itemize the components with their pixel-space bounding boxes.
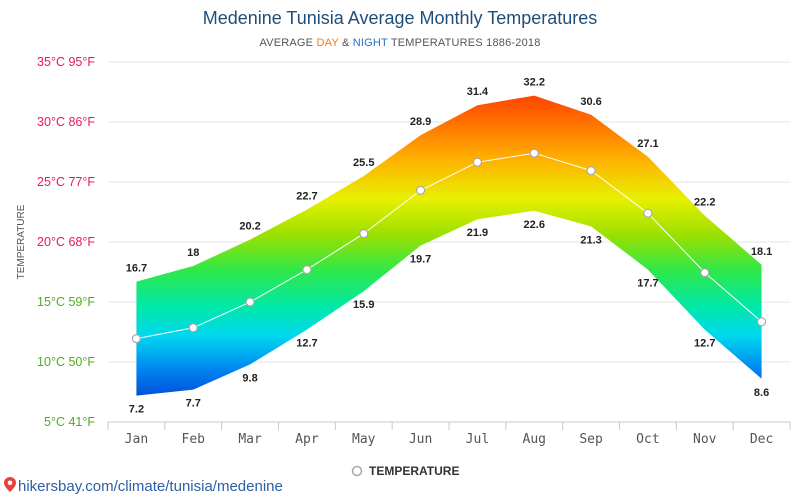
night-value-label: 19.7 xyxy=(410,254,431,266)
x-tick-label: Sep xyxy=(579,432,603,447)
x-tick-label: Feb xyxy=(182,432,206,447)
y-tick-label: 30°C 86°F xyxy=(37,115,95,129)
legend-label: TEMPERATURE xyxy=(369,464,459,478)
night-value-label: 21.9 xyxy=(467,227,488,239)
x-tick-label: Jun xyxy=(409,432,432,447)
temperature-point xyxy=(359,229,369,239)
subtitle-suffix: TEMPERATURES 1886-2018 xyxy=(387,37,541,49)
night-value-label: 8.6 xyxy=(754,387,769,399)
x-tick-label: Nov xyxy=(693,432,717,447)
footer-link[interactable]: hikersbay.com/climate/tunisia/medenine xyxy=(4,477,283,496)
y-tick-label: 35°C 95°F xyxy=(37,55,95,69)
temperature-point xyxy=(245,297,255,307)
temperature-point xyxy=(756,317,767,327)
subtitle-day: DAY xyxy=(316,37,339,49)
day-value-label: 22.7 xyxy=(296,191,317,203)
subtitle-prefix: AVERAGE xyxy=(259,37,317,49)
subtitle-mid: & xyxy=(338,37,353,49)
subtitle-night: NIGHT xyxy=(352,37,388,49)
temperature-point xyxy=(586,166,596,176)
temperature-point xyxy=(700,268,710,278)
x-tick-label: Aug xyxy=(523,432,546,447)
night-value-label: 7.7 xyxy=(186,398,201,410)
night-value-label: 17.7 xyxy=(637,278,658,290)
night-value-label: 22.6 xyxy=(524,219,545,231)
chart-subtitle: AVERAGE DAY & NIGHT TEMPERATURES 1886-20… xyxy=(0,37,800,49)
temperature-point xyxy=(415,185,426,195)
y-tick-label: 25°C 77°F xyxy=(37,175,95,189)
night-value-label: 12.7 xyxy=(694,338,715,350)
axes: 35°C 95°F 30°C 86°F 25°C 77°F 20°C 68°F 15°C… xyxy=(16,55,791,447)
day-value-label: 18 xyxy=(187,247,199,259)
x-tick-label: Mar xyxy=(238,432,262,447)
temperature-point xyxy=(131,334,142,344)
day-value-label: 18.1 xyxy=(751,246,772,258)
day-value-label: 25.5 xyxy=(353,157,374,169)
y-tick-label: 10°C 50°F xyxy=(37,355,95,369)
x-tick-label: May xyxy=(352,432,376,447)
night-value-label: 9.8 xyxy=(242,372,257,384)
x-tick-label: Oct xyxy=(636,432,659,447)
legend-marker xyxy=(351,465,363,477)
day-value-label: 32.2 xyxy=(524,77,545,89)
temperature-line xyxy=(136,152,762,340)
temperature-range-area xyxy=(136,95,762,396)
temperature-point xyxy=(643,208,653,218)
x-tick-label: Jul xyxy=(466,432,489,447)
day-night-range xyxy=(136,95,762,396)
x-tick-label: Jan xyxy=(125,432,148,447)
day-value-label: 27.1 xyxy=(637,138,658,150)
night-value-label: 12.7 xyxy=(296,338,317,350)
data-labels: 16.7 18 20.2 22.7 25.5 28.9 31.4 32.2 30.6 27.1 22… xyxy=(126,77,773,416)
y-tick-label: 5°C 41°F xyxy=(44,415,95,429)
night-value-label: 15.9 xyxy=(353,299,374,311)
day-value-label: 20.2 xyxy=(239,221,260,233)
night-value-label: 7.2 xyxy=(129,404,144,416)
day-value-label: 16.7 xyxy=(126,263,147,275)
location-pin-icon xyxy=(4,477,16,496)
temperature-point xyxy=(529,148,539,158)
footer-url: hikersbay.com/climate/tunisia/medenine xyxy=(18,478,283,495)
y-tick-label: 15°C 59°F xyxy=(37,295,95,309)
legend[interactable]: TEMPERATURE xyxy=(351,464,460,478)
day-value-label: 22.2 xyxy=(694,197,715,209)
x-tick-label: Dec xyxy=(750,432,773,447)
temperature-point xyxy=(188,323,198,333)
x-tick-label: Apr xyxy=(295,432,319,447)
temperature-point xyxy=(302,265,312,275)
temperature-point xyxy=(472,157,483,167)
temperature-series-line xyxy=(131,148,767,344)
chart-title: Medenine Tunisia Average Monthly Tempera… xyxy=(202,8,598,28)
night-value-label: 21.3 xyxy=(580,234,601,246)
day-value-label: 28.9 xyxy=(410,116,431,128)
day-value-label: 30.6 xyxy=(580,96,601,108)
day-value-label: 31.4 xyxy=(467,86,489,98)
y-axis-title: TEMPERATURE xyxy=(16,204,27,279)
y-tick-label: 20°C 68°F xyxy=(37,235,95,249)
